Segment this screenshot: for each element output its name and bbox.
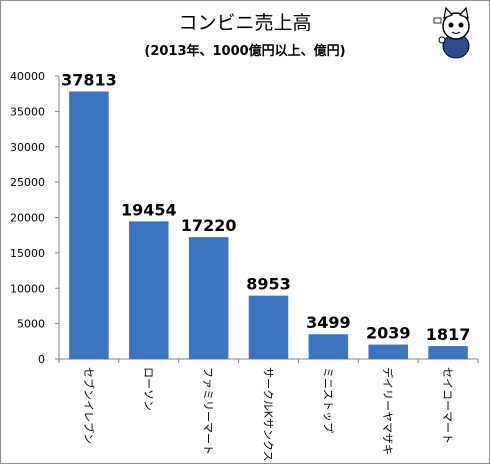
x-tick-label: ローソン <box>142 367 155 411</box>
y-tick-label: 35000 <box>10 105 45 118</box>
x-tick-label: セイコーマート <box>441 367 454 444</box>
x-tick-label: ミニストップ <box>321 367 334 433</box>
bar <box>129 221 169 359</box>
y-tick-label: 40000 <box>10 70 45 83</box>
y-tick-label: 5000 <box>17 318 45 331</box>
x-tick-label: ファミリーマート <box>202 367 215 455</box>
y-tick-label: 20000 <box>10 212 45 225</box>
bar <box>308 334 349 359</box>
data-label: 1817 <box>426 325 471 344</box>
data-label: 37813 <box>61 70 117 89</box>
bar <box>368 344 408 359</box>
data-label: 17220 <box>181 216 237 235</box>
bar <box>428 346 468 359</box>
data-label: 8953 <box>246 275 291 294</box>
cat-mascot-icon <box>433 6 470 59</box>
y-tick-label: 30000 <box>10 141 45 154</box>
y-tick-label: 10000 <box>10 282 45 295</box>
data-label: 19454 <box>121 200 177 219</box>
y-tick-label: 0 <box>38 353 45 366</box>
chart-title: コンビニ売上高 <box>178 12 312 34</box>
chart-subtitle: (2013年、1000億円以上、億円) <box>144 44 346 59</box>
data-label: 3499 <box>306 313 351 332</box>
x-tick-label: セブンイレブン <box>82 367 96 444</box>
y-tick-label: 25000 <box>10 176 45 189</box>
data-label: 2039 <box>366 324 411 343</box>
x-tick-label: サークルKサンクス <box>262 367 275 462</box>
bar <box>188 237 229 359</box>
bar <box>248 295 289 359</box>
bar <box>69 91 109 359</box>
x-tick-label: デイリーヤマザキ <box>381 367 395 455</box>
y-tick-label: 15000 <box>10 247 45 260</box>
